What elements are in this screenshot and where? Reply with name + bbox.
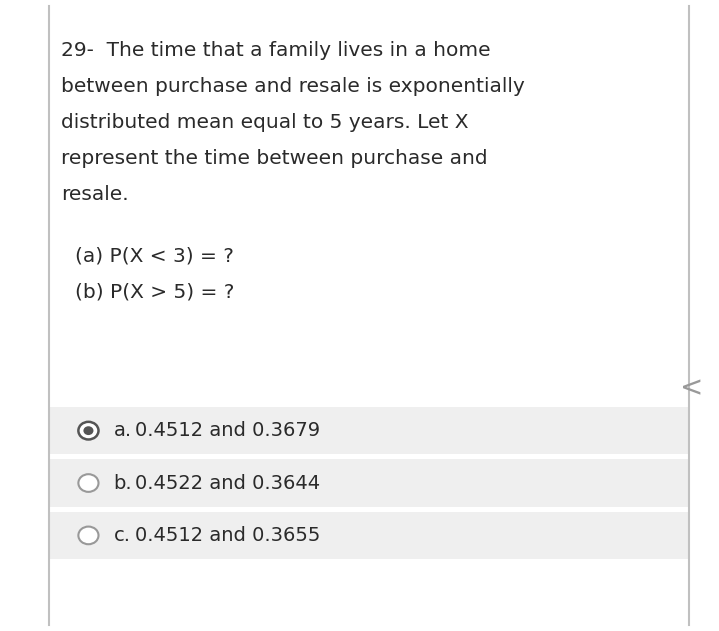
Text: b.: b. — [114, 473, 132, 493]
Text: 0.4522 and 0.3644: 0.4522 and 0.3644 — [135, 473, 320, 493]
Text: resale.: resale. — [61, 185, 129, 204]
Text: (b) P(X > 5) = ?: (b) P(X > 5) = ? — [75, 283, 235, 302]
Text: a.: a. — [114, 421, 132, 440]
Circle shape — [78, 475, 99, 492]
Text: c.: c. — [114, 526, 131, 545]
Text: 0.4512 and 0.3655: 0.4512 and 0.3655 — [135, 526, 321, 545]
Text: represent the time between purchase and: represent the time between purchase and — [61, 149, 487, 168]
Text: between purchase and resale is exponentially: between purchase and resale is exponenti… — [61, 77, 525, 96]
Text: 0.4512 and 0.3679: 0.4512 and 0.3679 — [135, 421, 320, 440]
Text: distributed mean equal to 5 years. Let X: distributed mean equal to 5 years. Let X — [61, 113, 469, 132]
FancyBboxPatch shape — [49, 512, 689, 559]
Circle shape — [83, 427, 93, 435]
Text: 29-  The time that a family lives in a home: 29- The time that a family lives in a ho… — [61, 41, 491, 60]
FancyBboxPatch shape — [49, 459, 689, 507]
Circle shape — [78, 526, 99, 544]
FancyBboxPatch shape — [49, 407, 689, 454]
Circle shape — [78, 422, 99, 439]
Text: (a) P(X < 3) = ?: (a) P(X < 3) = ? — [75, 246, 234, 265]
Text: <: < — [680, 374, 703, 402]
